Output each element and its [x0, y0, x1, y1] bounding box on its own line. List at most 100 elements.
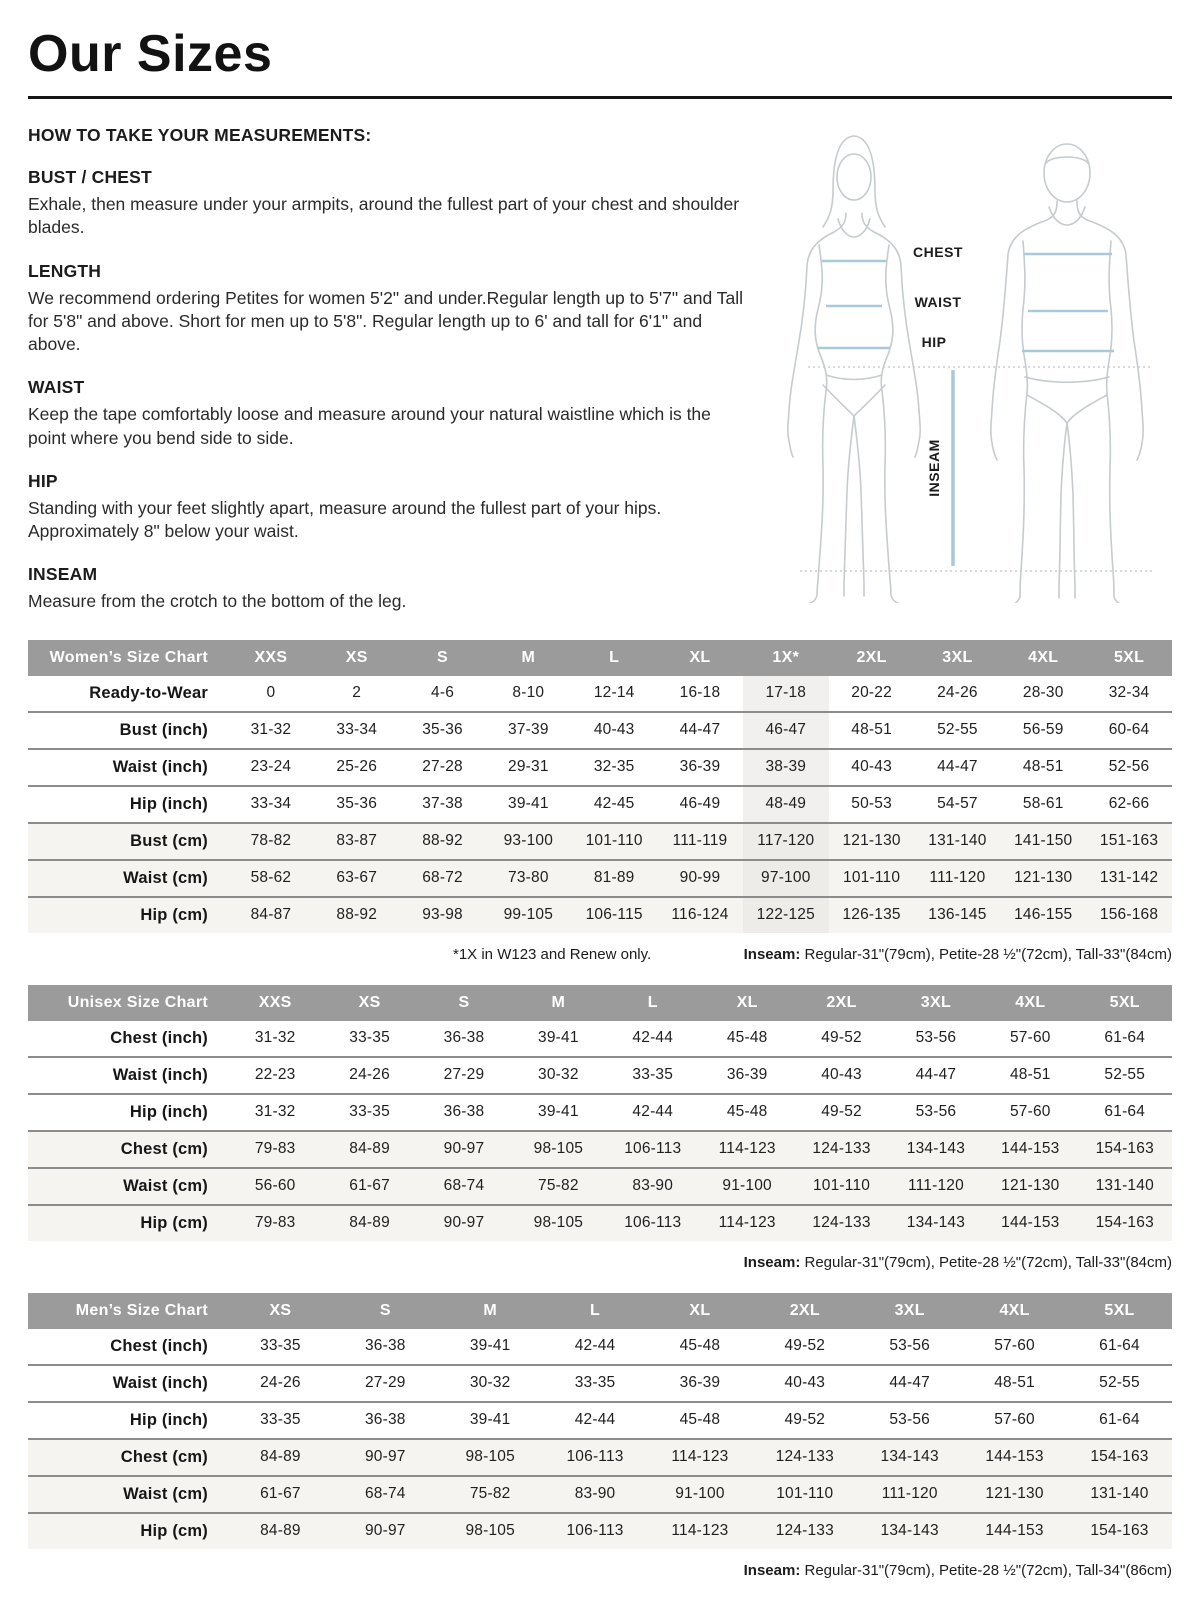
size-cell: 46-49 [657, 784, 743, 823]
size-cell: 98-105 [511, 1129, 606, 1168]
size-cell: 114-123 [647, 1437, 753, 1476]
size-cell: 154-163 [1067, 1511, 1172, 1549]
size-cell: 37-38 [399, 784, 486, 823]
size-cell: 54-57 [914, 784, 1001, 823]
size-cell: 37-39 [485, 710, 572, 749]
row-label: Hip (cm) [28, 1203, 228, 1241]
inseam-note-label: Inseam: [743, 945, 801, 963]
size-cell: 22-23 [228, 1055, 323, 1094]
table-row: Chest (cm) 84-89 90-97 98-105 106-113 114-123… [28, 1437, 1172, 1476]
row-label: Waist (cm) [28, 858, 228, 897]
row-label: Chest (cm) [28, 1129, 228, 1168]
measurement-diagram: CHEST WAIST HIP INSEAM [760, 123, 1180, 608]
table-row: Chest (inch) 33-35 36-38 39-41 42-44 45-48 49-… [28, 1329, 1172, 1365]
size-cell: 48-51 [1000, 747, 1087, 786]
size-cell: 31-32 [228, 1092, 323, 1131]
female-figure-outline [787, 135, 921, 605]
size-cell: 90-97 [332, 1511, 438, 1549]
size-column-header: S [332, 1292, 438, 1329]
size-cell: 106-115 [571, 895, 658, 933]
size-cell: 84-87 [228, 895, 314, 933]
size-column-header: L [571, 639, 658, 676]
size-cell: 68-74 [332, 1474, 438, 1513]
size-cell: 52-55 [1077, 1055, 1172, 1094]
size-cell: 144-153 [962, 1511, 1067, 1549]
size-cell: 141-150 [1000, 821, 1087, 860]
table-row: Hip (inch) 31-32 33-35 36-38 39-41 42-44 45-48… [28, 1092, 1172, 1131]
size-column-header: L [542, 1292, 648, 1329]
size-cell: 146-155 [1000, 895, 1087, 933]
size-cell: 144-153 [983, 1203, 1078, 1241]
size-cell: 28-30 [1022, 684, 1064, 702]
measurement-instructions: HOW TO TAKE YOUR MEASUREMENTS: BUST / CH… [28, 123, 752, 614]
size-cell: 12-14 [593, 684, 635, 702]
size-column-header: 1X* [742, 639, 829, 676]
size-cell: 83-87 [313, 821, 400, 860]
size-cell: 131-140 [1067, 1474, 1172, 1513]
row-label: Chest (inch) [110, 1336, 208, 1355]
size-guide-page: Our Sizes HOW TO TAKE YOUR MEASUREMENTS:… [0, 24, 1200, 1579]
row-label: Bust (cm) [28, 821, 228, 860]
size-cell: 33-35 [349, 1029, 390, 1047]
size-cell: 131-142 [1086, 858, 1172, 897]
size-cell: 49-52 [821, 1029, 862, 1047]
size-cell: 111-119 [657, 821, 743, 860]
size-cell: 131-140 [914, 821, 1001, 860]
size-column-header: 2XL [828, 639, 915, 676]
size-cell: 154-163 [1077, 1129, 1172, 1168]
size-cell: 90-97 [416, 1203, 512, 1241]
size-column-header: 2XL [794, 984, 889, 1021]
size-cell: 61-64 [1104, 1029, 1146, 1047]
size-cell: 84-89 [228, 1511, 333, 1549]
size-cell: 99-105 [485, 895, 572, 933]
size-cell: 111-120 [857, 1474, 963, 1513]
size-cell: 48-51 [983, 1055, 1078, 1094]
header-row: Women’s Size Chart XXS XS S M L XL 1X* 2XL 3XL 4XL… [28, 639, 1172, 676]
size-cell: 63-67 [313, 858, 400, 897]
size-cell: 16-18 [679, 684, 721, 702]
row-label: Waist (inch) [28, 1363, 228, 1402]
size-cell: 40-43 [794, 1055, 889, 1094]
size-column-header: XS [322, 984, 417, 1021]
size-cell: 154-163 [1067, 1437, 1172, 1476]
row-label: Hip (cm) [28, 895, 228, 933]
size-cell: 97-100 [742, 858, 829, 897]
size-cell: 79-83 [228, 1203, 323, 1241]
size-cell: 124-133 [794, 1203, 889, 1241]
size-cell: 27-29 [332, 1363, 438, 1402]
size-cell: 53-56 [888, 1092, 984, 1131]
table-row: Hip (cm) 79-83 84-89 90-97 98-105 106-113 114-… [28, 1203, 1172, 1241]
size-cell: 24-26 [937, 684, 978, 702]
size-column-header: S [399, 639, 486, 676]
inseam-note-label: Inseam: [743, 1561, 801, 1579]
section-hip: HIP Standing with your feet slightly apa… [28, 471, 752, 544]
size-cell: 36-38 [364, 1337, 406, 1355]
table-row: Hip (inch) 33-34 35-36 37-38 39-41 42-45 46-49… [28, 784, 1172, 823]
table-row: Hip (cm) 84-89 90-97 98-105 106-113 114-123 12… [28, 1511, 1172, 1549]
size-cell: 52-55 [1067, 1363, 1172, 1402]
section-body: We recommend ordering Petites for women … [28, 287, 743, 355]
size-cell: 52-55 [914, 710, 1001, 749]
size-cell: 35-36 [399, 710, 486, 749]
size-cell: 90-97 [416, 1129, 512, 1168]
size-cell: 36-39 [699, 1055, 795, 1094]
intro-section: HOW TO TAKE YOUR MEASUREMENTS: BUST / CH… [28, 123, 1172, 614]
size-cell: 33-34 [313, 710, 400, 749]
size-cell: 27-28 [399, 747, 486, 786]
size-cell: 151-163 [1086, 821, 1172, 860]
size-cell: 131-140 [1077, 1166, 1172, 1205]
size-cell: 88-92 [313, 895, 400, 933]
size-column-header: M [437, 1292, 543, 1329]
mens-size-chart-block: Men’s Size Chart XS S M L XL 2XL 3XL 4XL 5XL Chest… [28, 1292, 1172, 1579]
size-cell: 134-143 [857, 1511, 963, 1549]
table-notes: Inseam: Regular-31"(79cm), Petite-28 ½"(… [28, 1562, 1172, 1579]
size-cell: 114-123 [699, 1129, 795, 1168]
section-heading: LENGTH [28, 260, 102, 281]
row-label: Waist (inch) [28, 1055, 228, 1094]
section-body: Exhale, then measure under your armpits,… [28, 194, 740, 238]
size-cell: 40-43 [571, 710, 658, 749]
section-body: Measure from the crotch to the bottom of… [28, 591, 407, 612]
size-cell: 75-82 [437, 1474, 543, 1513]
size-cell: 33-35 [322, 1092, 417, 1131]
table-row: Waist (inch) 23-24 25-26 27-28 29-31 32-35 36-… [28, 747, 1172, 786]
